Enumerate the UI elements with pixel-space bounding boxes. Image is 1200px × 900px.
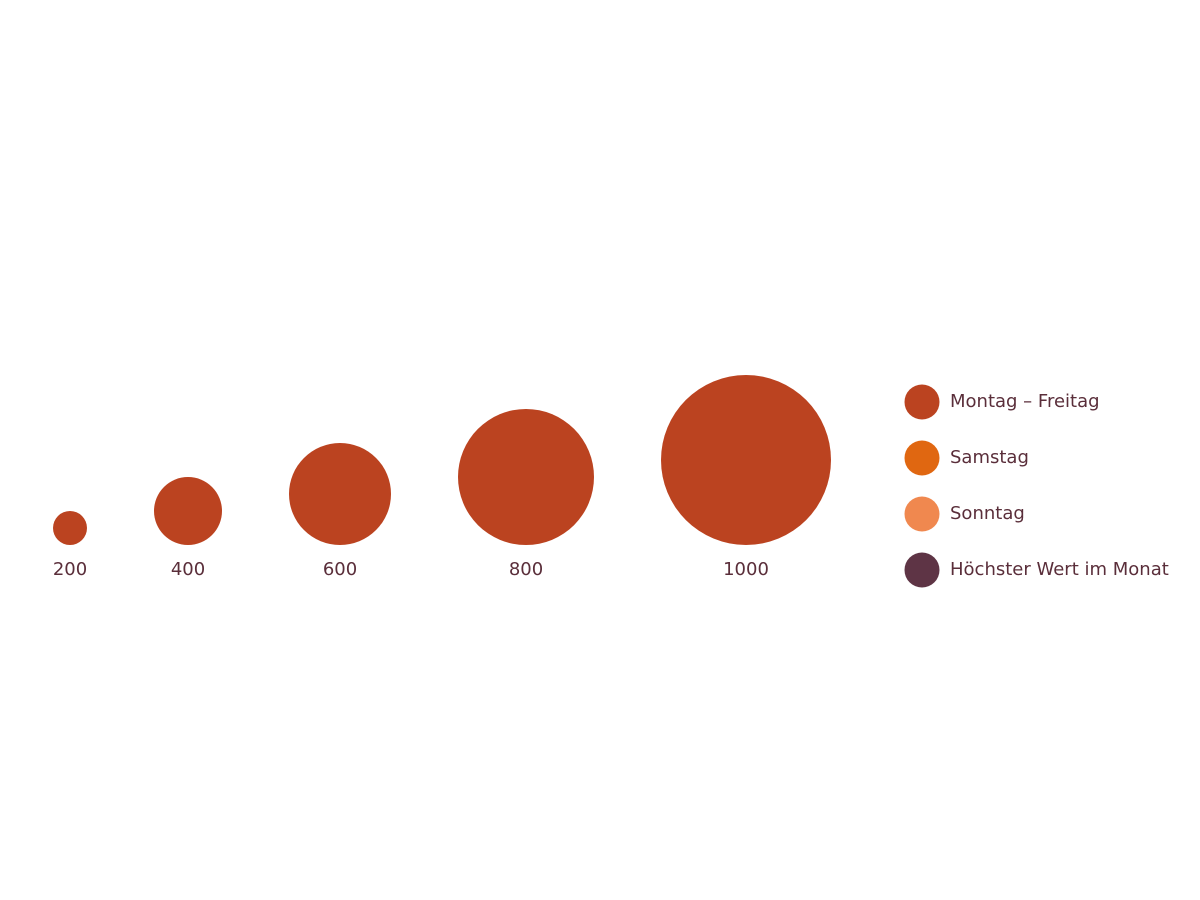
legend-swatch: [904, 552, 940, 588]
legend-label: Montag – Freitag: [950, 391, 1100, 412]
size-label: 800: [509, 559, 543, 580]
size-bubble: [661, 375, 831, 545]
size-bubble: [154, 477, 222, 545]
size-label: 1000: [723, 559, 769, 580]
size-label: 600: [323, 559, 357, 580]
legend-swatch: [904, 440, 940, 476]
legend-swatch: [904, 384, 940, 420]
size-bubble: [458, 409, 594, 545]
size-bubble: [53, 511, 87, 545]
legend-label: Samstag: [950, 447, 1029, 468]
size-label: 200: [53, 559, 87, 580]
size-label: 400: [171, 559, 205, 580]
legend-swatch: [904, 496, 940, 532]
size-bubble: [289, 443, 391, 545]
legend-label: Höchster Wert im Monat: [950, 559, 1169, 580]
legend-label: Sonntag: [950, 503, 1025, 524]
